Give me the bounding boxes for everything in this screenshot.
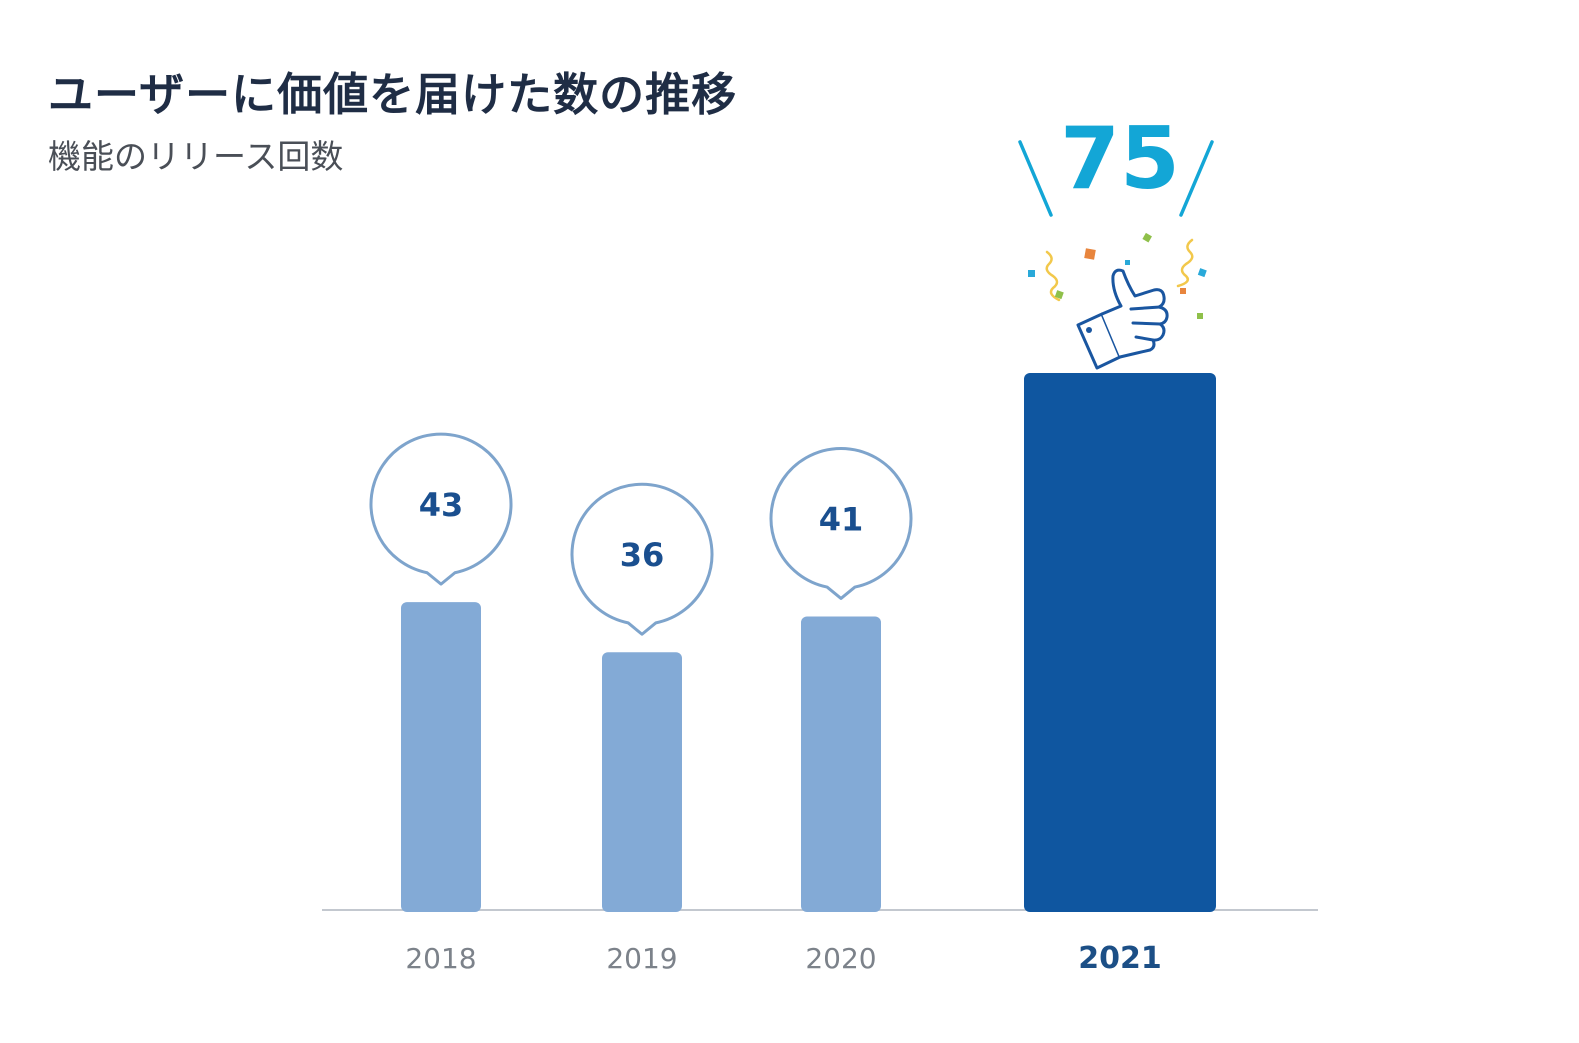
bar-2019 [602, 652, 682, 912]
tick-label-2021: 2021 [1078, 941, 1162, 976]
ticks-group: 2018 2019 2020 2021 [405, 941, 1161, 976]
tick-label-2020: 2020 [805, 942, 876, 975]
tick-label-2018: 2018 [405, 942, 476, 975]
tick-label-2019: 2019 [606, 942, 677, 975]
celebration-burst [1018, 140, 1214, 217]
confetti-decoration [1028, 232, 1207, 319]
bubble-2018 [369, 432, 513, 586]
bubble-2020 [769, 446, 913, 600]
bars-group [401, 373, 1216, 912]
bar-2020 [801, 616, 881, 912]
thumbs-up-icon [1076, 268, 1169, 370]
data-label-2018: 43 [419, 486, 464, 524]
bar-2018 [401, 602, 481, 912]
bubble-2019 [570, 482, 714, 636]
data-label-2021: 75 [1060, 109, 1180, 209]
data-label-2019: 36 [620, 536, 665, 574]
data-label-2020: 41 [819, 500, 864, 538]
chart-title: ユーザーに価値を届けた数の推移 [48, 68, 738, 121]
labels-group: 43 36 41 75 [369, 109, 1180, 636]
bar-2021 [1024, 373, 1216, 912]
chart-subtitle: 機能のリリース回数 [48, 137, 344, 176]
